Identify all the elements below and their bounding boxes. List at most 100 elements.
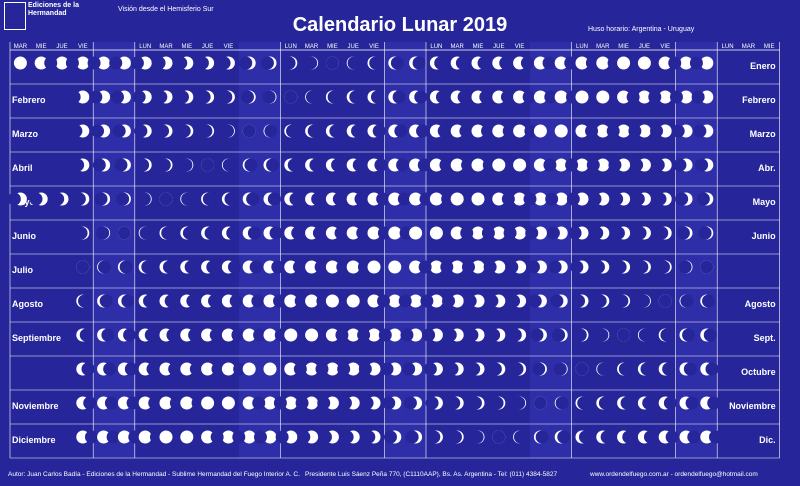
weekend-column: [259, 42, 281, 458]
moon-phase-icon: [526, 260, 547, 274]
moon-phase-icon: [402, 362, 423, 376]
moon-phase-icon: [450, 226, 464, 240]
month-label-left: Julio: [12, 265, 34, 275]
moon-phase-icon: [596, 430, 614, 444]
moon-phase-icon: [325, 124, 343, 138]
moon-phase-icon: [315, 362, 339, 376]
moon-phase-icon: [159, 396, 183, 410]
day-header: MAR: [451, 44, 465, 50]
moon-phase-icon: [116, 192, 131, 206]
weekend-column: [405, 42, 426, 458]
moon-phase-icon: [362, 430, 381, 444]
moon-phase-icon: [284, 158, 301, 172]
moon-phase-icon: [242, 260, 263, 274]
moon-phase-icon: [275, 430, 298, 444]
moon-phase-icon: [554, 124, 568, 138]
moon-phase-icon: [263, 226, 283, 240]
moon-phase-icon: [488, 362, 506, 376]
moon-phase-icon: [463, 294, 485, 308]
moon-phase-icon: [340, 430, 360, 444]
moon-phase-icon: [201, 260, 220, 274]
moon-phase-icon: [637, 56, 651, 70]
moon-phase-icon: [305, 158, 323, 172]
moon-phase-icon: [570, 260, 589, 274]
moon-phase-icon: [383, 430, 402, 444]
moon-phase-icon: [675, 192, 693, 206]
moon-phase-icon: [608, 158, 631, 172]
moon-phase-icon: [284, 90, 298, 104]
moon-phase-icon: [110, 90, 131, 104]
moon-phase-icon: [388, 158, 410, 172]
moon-phase-icon: [117, 430, 142, 444]
moon-phase-icon: [575, 56, 599, 70]
moon-phase-icon: [617, 56, 631, 70]
moon-phase-icon: [130, 56, 152, 70]
logo-text: Ediciones de la Hermandad: [28, 2, 79, 17]
moon-phase-icon: [400, 328, 423, 342]
moon-phase-icon: [610, 192, 631, 206]
moon-phase-icon: [611, 226, 631, 240]
moon-phase-icon: [232, 430, 256, 444]
moon-phase-icon: [325, 90, 341, 104]
moon-phase-icon: [679, 294, 694, 308]
weekend-column: [550, 42, 572, 458]
moon-phase-icon: [305, 260, 328, 274]
month-label-left: Septiembre: [12, 333, 61, 343]
moon-phase-icon: [513, 56, 534, 70]
day-header: VIE: [515, 44, 525, 50]
moon-phase-icon: [678, 260, 693, 274]
month-label-left: Febrero: [12, 95, 46, 105]
logo-icon: [4, 2, 26, 30]
moon-phase-icon: [242, 226, 261, 240]
moon-phase-icon: [76, 362, 95, 376]
moon-phase-icon: [201, 396, 215, 410]
day-header: VIE: [369, 44, 379, 50]
moon-phase-icon: [689, 56, 714, 70]
footer: Autor: Juan Carlos Badía - Ediciones de …: [0, 469, 800, 486]
moon-phase-icon: [346, 226, 370, 240]
moon-phase-icon: [658, 362, 676, 376]
moon-phase-icon: [450, 158, 475, 172]
moon-phase-icon: [450, 56, 469, 70]
moon-phase-icon: [112, 124, 131, 138]
moon-phase-icon: [304, 56, 319, 70]
moon-phase-icon: [180, 328, 202, 342]
moon-phase-icon: [429, 56, 448, 70]
day-header: VIE: [224, 44, 234, 50]
moon-phase-icon: [242, 396, 256, 410]
moon-phase-icon: [219, 90, 235, 104]
day-header: JUE: [56, 44, 67, 50]
hemisphere-note: Visión desde el Hemisferio Sur: [118, 6, 214, 13]
moon-phase-icon: [221, 192, 238, 206]
moon-phase-icon: [325, 192, 346, 206]
moon-phase-icon: [429, 90, 449, 104]
month-label-right: Marzo: [750, 129, 777, 139]
moon-phase-icon: [448, 430, 464, 444]
moon-phase-icon: [533, 124, 547, 138]
moon-phase-icon: [138, 260, 155, 274]
moon-phase-icon: [510, 362, 527, 376]
moon-phase-icon: [109, 56, 131, 70]
moon-phase-icon: [507, 294, 527, 308]
moon-phase-icon: [492, 56, 513, 70]
moon-phase-icon: [658, 396, 677, 410]
moon-phase-icon: [554, 396, 569, 410]
moon-phase-icon: [693, 124, 714, 138]
moon-phase-icon: [91, 124, 111, 138]
moon-phase-icon: [284, 124, 300, 138]
moon-phase-icon: [653, 192, 672, 206]
moon-phase-icon: [263, 362, 277, 376]
moon-phase-icon: [565, 158, 589, 172]
moon-phase-icon: [505, 260, 527, 274]
moon-phase-icon: [305, 226, 326, 240]
moon-phase-icon: [513, 158, 527, 172]
moon-phase-icon: [596, 396, 612, 410]
moon-phase-icon: [492, 430, 506, 444]
moon-phase-icon: [210, 430, 235, 444]
moon-phase-icon: [483, 260, 506, 274]
moon-phase-icon: [138, 294, 157, 308]
day-header: VIE: [78, 44, 88, 50]
moon-phase-icon: [700, 294, 716, 308]
moon-phase-icon: [65, 56, 90, 70]
